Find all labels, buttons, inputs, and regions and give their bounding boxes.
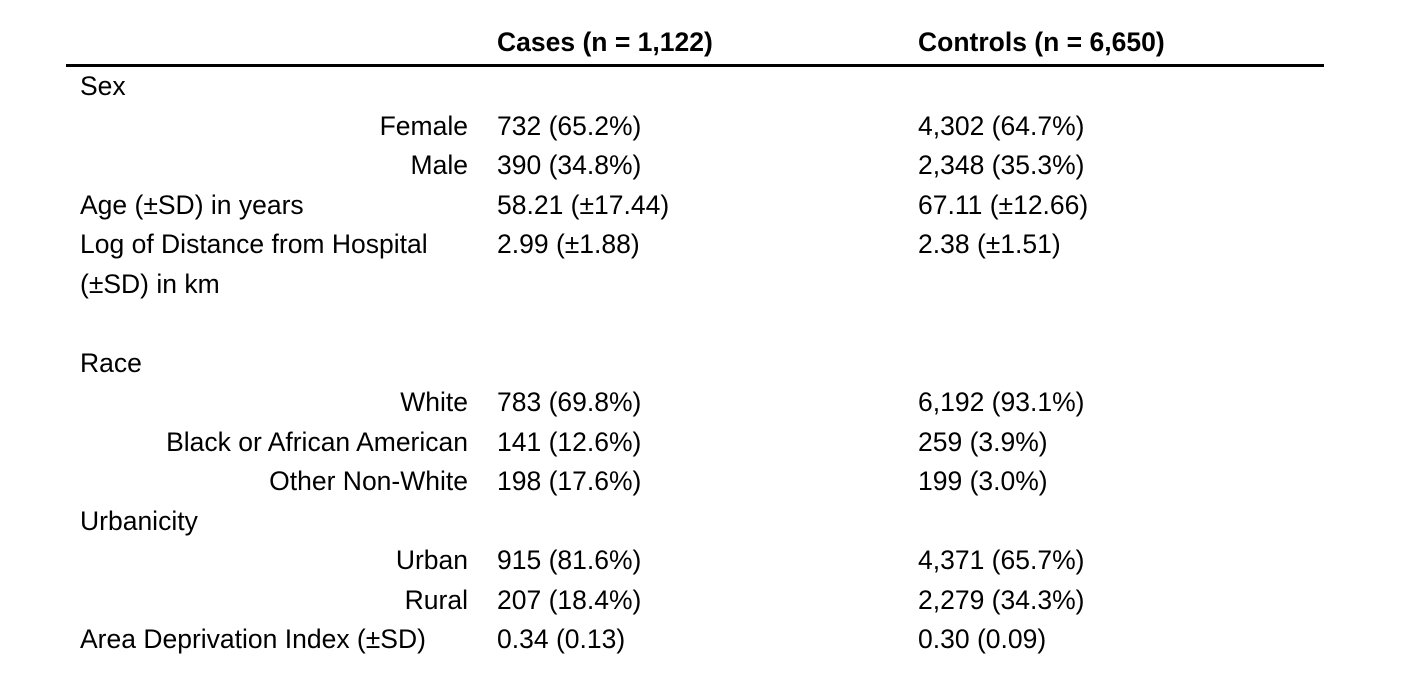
controls-value — [918, 66, 1324, 107]
cases-value — [497, 344, 918, 384]
cases-value: 732 (65.2%) — [497, 110, 642, 141]
controls-value — [918, 304, 1324, 344]
row-label: Age (±SD) in years — [80, 189, 304, 220]
table-row: Black or African American 141 (12.6%) 25… — [66, 423, 1324, 463]
cases-controls-summary-table: Cases (n = 1,122) Controls (n = 6,650) S… — [66, 18, 1324, 660]
header-cases: Cases (n = 1,122) — [497, 27, 713, 57]
table-row: Race — [66, 344, 1324, 384]
controls-value: 2,279 (34.3%) — [918, 584, 1085, 615]
controls-value — [918, 502, 1324, 542]
row-label: Other Non-White — [269, 466, 468, 496]
cases-value: 2.99 (±1.88) — [497, 229, 640, 259]
controls-value — [918, 344, 1324, 384]
cases-value: 141 (12.6%) — [497, 426, 642, 457]
table-row: Log of Distance from Hospital (±SD) in k… — [66, 225, 1324, 304]
table-header-row: Cases (n = 1,122) Controls (n = 6,650) — [66, 18, 1324, 66]
cases-value: 783 (69.8%) — [497, 387, 642, 417]
cases-value — [497, 304, 918, 344]
row-label: Log of Distance from Hospital (±SD) in k… — [80, 229, 428, 299]
table-row: Age (±SD) in years 58.21 (±17.44) 67.11 … — [66, 186, 1324, 226]
row-label: White — [400, 387, 468, 417]
cases-value — [497, 66, 918, 107]
cases-value: 0.34 (0.13) — [497, 624, 626, 654]
cases-value: 207 (18.4%) — [497, 584, 642, 615]
table-row: Urbanicity — [66, 502, 1324, 542]
row-label — [66, 304, 497, 344]
controls-value: 199 (3.0%) — [918, 466, 1048, 496]
row-label: Area Deprivation Index (±SD) — [80, 624, 426, 654]
cases-value: 198 (17.6%) — [497, 466, 642, 496]
table-row: Female 732 (65.2%) 4,302 (64.7%) — [66, 107, 1324, 147]
header-controls: Controls (n = 6,650) — [918, 27, 1165, 57]
cases-value: 58.21 (±17.44) — [497, 189, 670, 220]
table-row: White 783 (69.8%) 6,192 (93.1%) — [66, 383, 1324, 423]
cases-controls-table-wrap: Cases (n = 1,122) Controls (n = 6,650) S… — [66, 18, 1324, 660]
row-label: Race — [80, 347, 142, 378]
table-row: Urban 915 (81.6%) 4,371 (65.7%) — [66, 541, 1324, 581]
row-label: Urban — [395, 545, 468, 575]
controls-value: 2,348 (35.3%) — [918, 150, 1085, 180]
row-label: Urbanicity — [80, 505, 198, 536]
controls-value: 0.30 (0.09) — [918, 624, 1047, 654]
table-row: Sex — [66, 66, 1324, 107]
row-label: Female — [379, 110, 468, 141]
header-empty-cell — [66, 18, 497, 66]
row-label: Rural — [404, 584, 468, 615]
controls-value: 2.38 (±1.51) — [918, 229, 1061, 259]
row-label: Male — [410, 150, 468, 180]
controls-value: 4,302 (64.7%) — [918, 110, 1085, 141]
cases-value — [497, 502, 918, 542]
controls-value: 259 (3.9%) — [918, 426, 1048, 457]
cases-value: 915 (81.6%) — [497, 545, 642, 575]
table-row: Other Non-White 198 (17.6%) 199 (3.0%) — [66, 462, 1324, 502]
table-row: Area Deprivation Index (±SD) 0.34 (0.13)… — [66, 620, 1324, 660]
row-label: Black or African American — [166, 426, 468, 457]
controls-value: 67.11 (±12.66) — [918, 189, 1089, 220]
controls-value: 6,192 (93.1%) — [918, 387, 1085, 417]
controls-value: 4,371 (65.7%) — [918, 545, 1085, 575]
cases-value: 390 (34.8%) — [497, 150, 642, 180]
table-body: Sex Female 732 (65.2%) 4,302 (64.7%) Mal… — [66, 66, 1324, 660]
table-row — [66, 304, 1324, 344]
table-row: Rural 207 (18.4%) 2,279 (34.3%) — [66, 581, 1324, 621]
row-label: Sex — [80, 71, 126, 101]
table-row: Male 390 (34.8%) 2,348 (35.3%) — [66, 146, 1324, 186]
